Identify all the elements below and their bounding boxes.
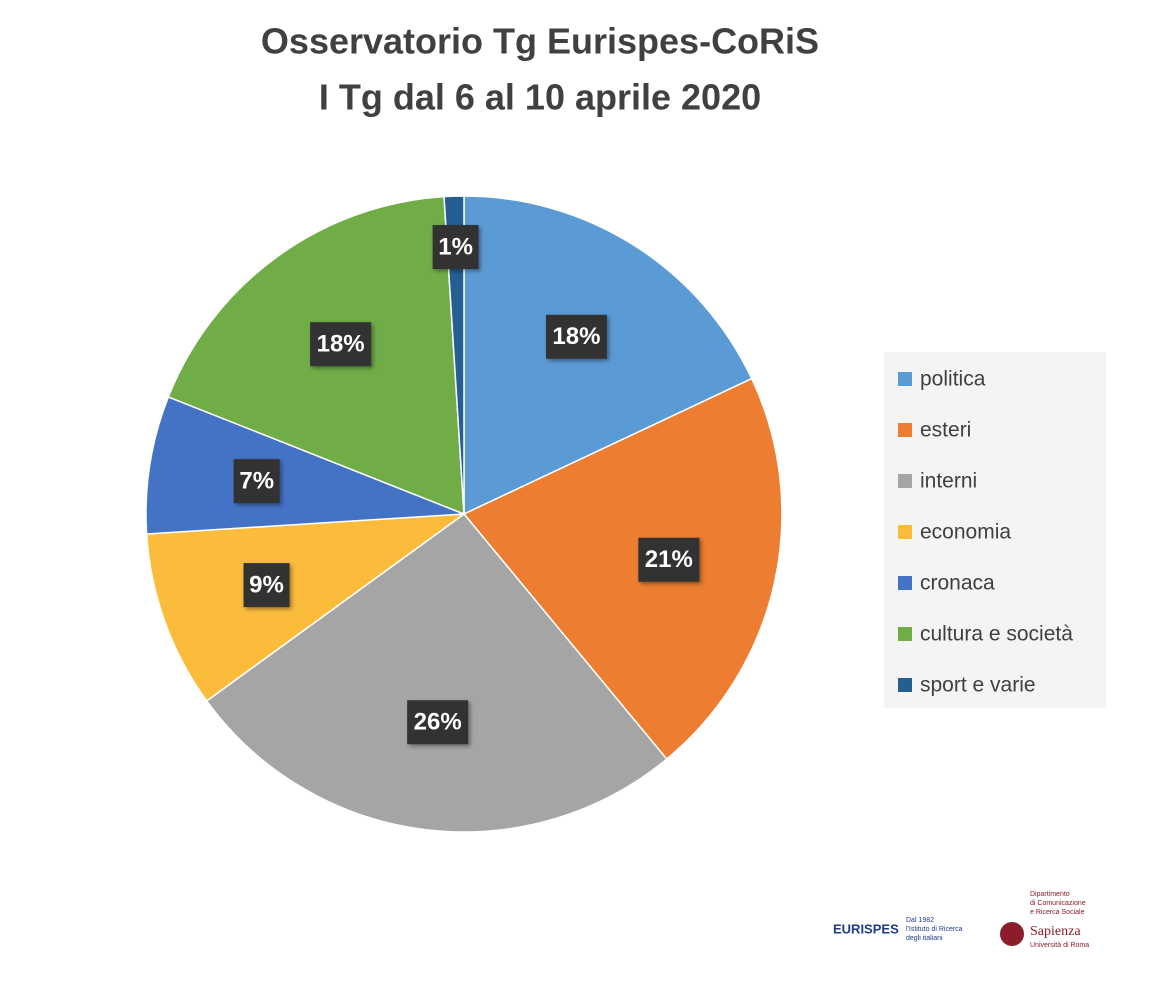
logo-tagline: degli italiani	[906, 935, 943, 942]
legend-label: interni	[920, 470, 977, 493]
pie-slice	[205, 512, 668, 833]
legend-swatch	[898, 576, 912, 590]
logo-tagline: Dal 1982	[906, 917, 934, 924]
pie-slice	[463, 195, 753, 516]
logo-tagline: l'Istituto di Ricerca	[906, 926, 963, 933]
legend-swatch	[898, 627, 912, 641]
data-label-box	[243, 563, 290, 608]
data-label: 26%	[414, 709, 462, 736]
legend-swatch	[898, 423, 912, 437]
data-label: 21%	[645, 546, 693, 573]
data-label-box	[545, 314, 607, 359]
logo-sapienza: Sapienza	[1030, 924, 1081, 939]
pie-slice	[462, 377, 783, 761]
logo-sapienza-sub: Università di Roma	[1030, 942, 1089, 949]
data-label: 7%	[239, 468, 274, 495]
data-label: 1%	[438, 233, 473, 260]
chart-title: Osservatorio Tg Eurispes-CoRiS	[261, 21, 819, 62]
data-label-box	[310, 322, 372, 367]
legend-swatch	[898, 678, 912, 692]
chart-subtitle: I Tg dal 6 al 10 aprile 2020	[319, 77, 761, 118]
legend-label: cultura e società	[920, 623, 1073, 646]
data-label-box	[233, 459, 280, 504]
legend-label: politica	[920, 368, 986, 391]
legend-swatch	[898, 474, 912, 488]
logos: EURISPES Dal 1982 l'Istituto di Ricerca …	[833, 891, 1089, 949]
legend-label: economia	[920, 521, 1011, 544]
legend-label: esteri	[920, 419, 971, 442]
logo-department: Dipartimento	[1030, 891, 1070, 898]
pie-slice	[443, 195, 465, 515]
logo-department: e Ricerca Sociale	[1030, 909, 1085, 916]
pie-slice	[145, 395, 465, 535]
legend-label: cronaca	[920, 572, 995, 595]
data-label: 9%	[249, 571, 284, 598]
data-label: 18%	[317, 331, 365, 358]
data-label-box	[638, 537, 700, 582]
legend-swatch	[898, 372, 912, 386]
data-label: 18%	[552, 323, 600, 350]
logo-eurispes: EURISPES	[833, 921, 899, 936]
logo-seal	[1000, 922, 1024, 946]
legend-box	[884, 352, 1106, 708]
logo-department: di Comunicazione	[1030, 900, 1086, 907]
data-label-box	[407, 700, 469, 745]
legend-label: sport e varie	[920, 674, 1036, 697]
pie-slice	[145, 513, 467, 702]
legend-swatch	[898, 525, 912, 539]
data-label-box	[432, 225, 479, 270]
